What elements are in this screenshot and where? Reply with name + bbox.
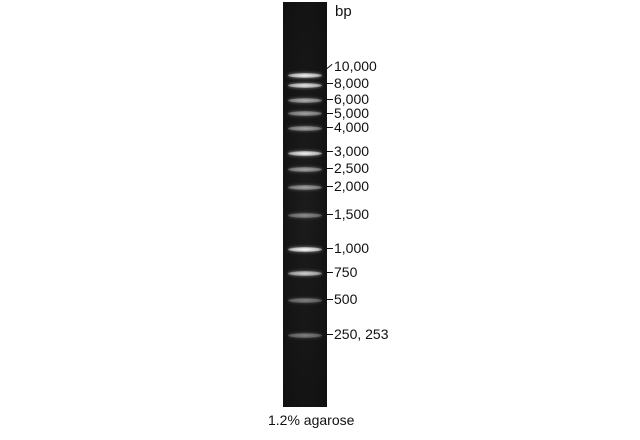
band-label-text: 8,000 <box>334 75 370 91</box>
gel-caption: 1.2% agarose <box>268 412 355 428</box>
band-label-text: 6,000 <box>334 91 370 107</box>
band-tick <box>326 298 333 300</box>
band-label: 5,000 <box>326 105 369 121</box>
band-label-text: 2,500 <box>334 160 370 176</box>
band-label: 3,000 <box>326 143 369 159</box>
band-label: 1,500 <box>326 206 369 222</box>
band-label: 1,000 <box>326 240 369 256</box>
gel-band <box>288 185 322 190</box>
band-tick <box>326 150 333 152</box>
band-tick <box>326 112 333 114</box>
band-label-text: 500 <box>334 291 358 307</box>
band-label: 2,000 <box>326 178 369 194</box>
gel-band <box>288 271 322 276</box>
band-label-text: 1,500 <box>334 206 370 222</box>
gel-lane <box>283 2 327 407</box>
band-label-text: 10,000 <box>334 58 377 74</box>
band-label: 4,000 <box>326 119 369 135</box>
band-label: 500 <box>326 291 357 307</box>
band-label: 10,000 <box>326 58 377 74</box>
band-label: 6,000 <box>326 91 369 107</box>
band-tick <box>326 167 333 169</box>
band-tick <box>326 98 333 100</box>
band-label: 8,000 <box>326 75 369 91</box>
band-tick <box>326 333 333 335</box>
band-tick <box>326 63 333 69</box>
band-label: 750 <box>326 264 357 280</box>
band-tick <box>326 213 333 215</box>
band-label-text: 2,000 <box>334 178 370 194</box>
band-label-text: 1,000 <box>334 240 370 256</box>
band-label: 2,500 <box>326 160 369 176</box>
gel-band <box>288 247 322 252</box>
band-label-text: 5,000 <box>334 105 370 121</box>
gel-band <box>288 167 322 172</box>
gel-band <box>288 333 322 338</box>
band-label-text: 3,000 <box>334 143 370 159</box>
band-label-text: 250, 253 <box>334 326 389 342</box>
band-tick <box>326 185 333 187</box>
gel-band <box>288 73 322 78</box>
band-label-text: 750 <box>334 264 358 280</box>
gel-band <box>288 126 322 131</box>
gel-band <box>288 83 322 88</box>
band-tick <box>326 247 333 249</box>
gel-band <box>288 298 322 303</box>
band-tick <box>326 271 333 273</box>
gel-band <box>288 213 322 218</box>
unit-label: bp <box>335 3 352 20</box>
band-label-text: 4,000 <box>334 119 370 135</box>
gel-band <box>288 111 322 116</box>
gel-band <box>288 151 322 156</box>
band-tick <box>326 126 333 128</box>
band-label: 250, 253 <box>326 326 389 342</box>
gel-band <box>288 98 322 103</box>
band-tick <box>326 82 333 84</box>
